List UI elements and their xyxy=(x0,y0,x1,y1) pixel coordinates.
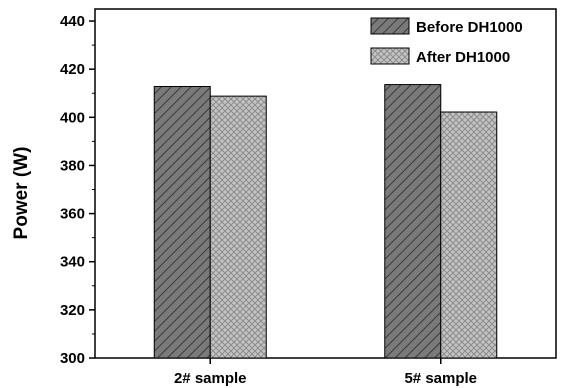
y-tick-label: 380 xyxy=(60,157,85,174)
bar-before-2 xyxy=(384,84,442,359)
legend-swatch-before xyxy=(370,17,410,35)
plot-frame xyxy=(94,8,557,359)
legend-label-after: After DH1000 xyxy=(416,49,510,66)
y-tick-label: 360 xyxy=(60,206,85,223)
y-tick-label: 440 xyxy=(60,13,85,30)
legend-label-before: Before DH1000 xyxy=(416,19,523,36)
bar-before-1 xyxy=(153,86,211,359)
y-tick-label: 340 xyxy=(60,254,85,271)
x-tick-label: 2# sample xyxy=(174,370,247,387)
y-axis-title: Power (W) xyxy=(11,147,32,240)
y-tick-label: 300 xyxy=(60,350,85,367)
bar-after-2 xyxy=(440,111,498,359)
y-tick-label: 400 xyxy=(60,109,85,126)
x-tick-label: 5# sample xyxy=(404,370,477,387)
y-tick-label: 320 xyxy=(60,302,85,319)
bar-after-1 xyxy=(209,95,267,359)
legend-swatch-after xyxy=(370,47,410,65)
legend: Before DH1000 After DH1000 xyxy=(370,17,523,66)
y-tick-label: 420 xyxy=(60,61,85,78)
